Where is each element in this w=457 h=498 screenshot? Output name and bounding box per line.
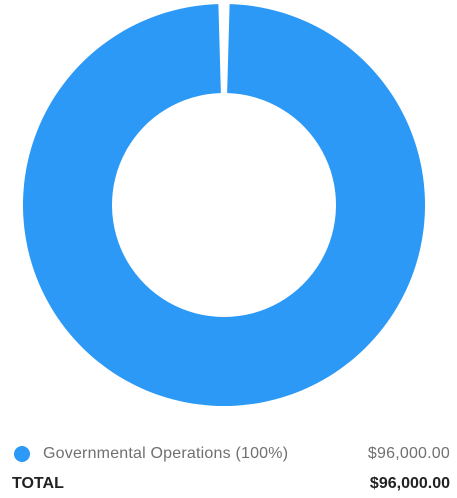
total-label: TOTAL: [12, 475, 64, 492]
donut-slice-governmental-operations[interactable]: [22, 4, 426, 407]
legend-item-governmental-operations[interactable]: Governmental Operations (100%) $96,000.0…: [12, 442, 450, 466]
legend-color-dot: [14, 446, 30, 462]
legend-value: $96,000.00: [367, 445, 450, 462]
donut-chart: [22, 4, 426, 407]
total-value: $96,000.00: [369, 475, 450, 492]
total-row: TOTAL $96,000.00: [12, 472, 450, 496]
legend-label: Governmental Operations (100%): [43, 445, 289, 462]
